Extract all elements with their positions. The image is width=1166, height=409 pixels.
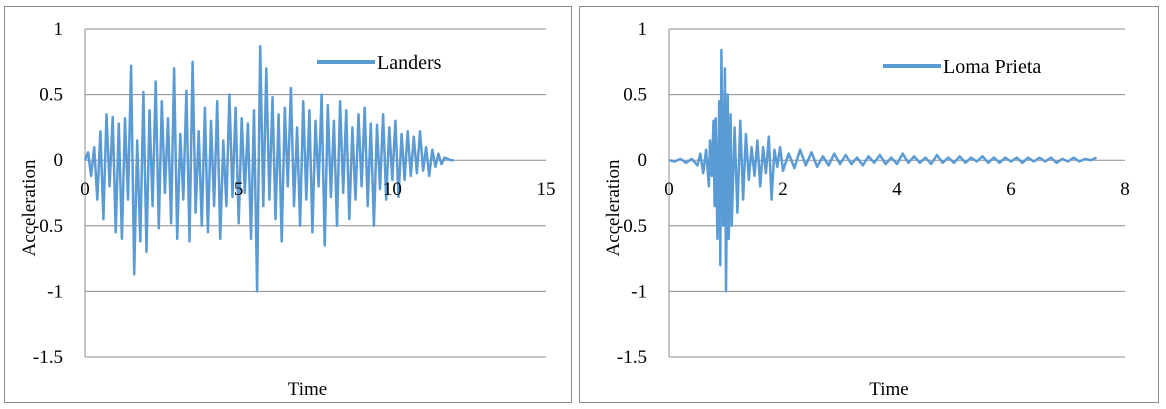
x-tick-label: 8 [1120,179,1130,200]
landers-chart: -1.5-1-0.500.510 5 10 15AccelerationTimeLan… [19,19,556,400]
y-tick-label: -1.5 [33,347,63,368]
x-tick-label: 15 [537,179,556,200]
legend-label: Landers [377,52,442,74]
y-tick-label: 0 [54,150,64,171]
y-tick-label: -0.5 [33,216,63,237]
y-axis-title: Acceleration [19,159,40,257]
y-tick-label: -1.5 [617,347,647,368]
y-tick-label: -1 [631,281,647,302]
x-tick-label: 5 [234,179,244,200]
loma-prieta-series-line [668,48,1098,293]
chart-panel-loma-prieta: -1.5 -1 -0.5 0 0.5 1 0 2 4 6 8 Acceleration Time Loma… [579,6,1159,403]
y-axis-title: Acceleration [603,159,624,257]
x-tick-label: 6 [1006,179,1016,200]
x-tick-label: 2 [778,179,788,200]
loma-prieta-chart: -1.5 -1 -0.5 0 0.5 1 0 2 4 6 8 Acceleration Time Loma… [603,19,1130,400]
chart-panel-landers: -1.5 -1 -0.5 0 0.5 1 0 5 10 15 Acceleration Time Lan… [4,6,572,403]
x-tick-label: 0 [664,179,674,200]
y-tick-label: 0.5 [623,85,647,106]
x-tick-label: 10 [383,179,402,200]
x-axis-title: Time [288,379,327,400]
landers-series-line [83,44,454,293]
y-tick-label: 0.5 [39,85,63,106]
y-tick-label: -0.5 [617,216,647,237]
y-tick-label: 1 [638,19,648,40]
x-tick-label: 0 [80,179,90,200]
x-tick-label: 4 [892,179,902,200]
y-tick-label: 0 [638,150,648,171]
y-tick-label: -1 [47,281,63,302]
x-axis-title: Time [869,379,908,400]
legend-label: Loma Prieta [943,56,1041,78]
y-tick-label: 1 [54,19,64,40]
